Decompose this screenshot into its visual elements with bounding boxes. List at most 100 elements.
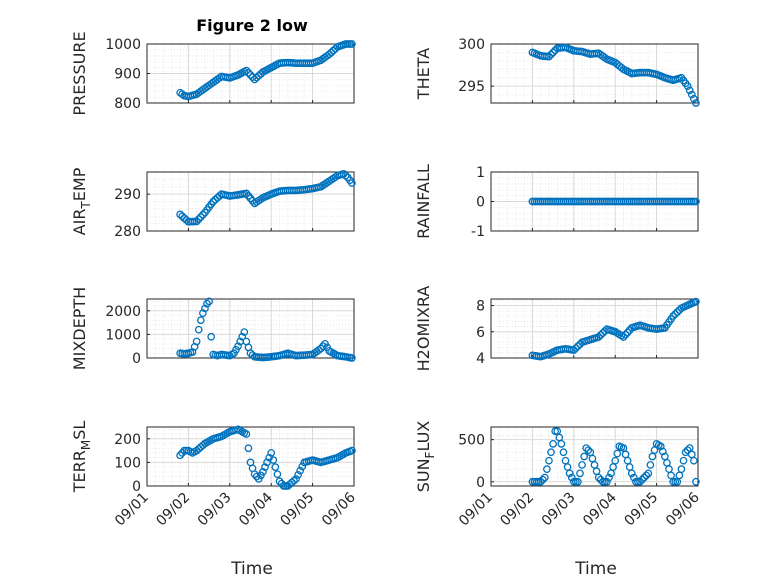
data-point — [296, 466, 305, 475]
y-tick-label: 200 — [114, 432, 141, 448]
y-tick-label: 0 — [132, 479, 141, 495]
subplot-8: 09/01 09/02 09/03 09/04 09/05 09/06 0 500 SUNFLU… — [414, 421, 703, 530]
data-point — [242, 66, 251, 75]
data-point — [594, 333, 603, 341]
axes-box — [146, 426, 355, 487]
subplot-5: 0 1000 2000 MIXDEPTH — [70, 287, 356, 370]
data-point — [679, 456, 688, 465]
data-point — [574, 477, 582, 486]
data-point — [692, 99, 700, 107]
y-tick-label: 0 — [476, 195, 485, 211]
y-axis-label: SUNFLUX — [414, 421, 437, 493]
y-axis-label: MIXDEPTH — [70, 287, 89, 370]
figure-title: Figure 2 low — [196, 16, 308, 35]
y-axis-label: TERRMSL — [70, 421, 93, 494]
data-point — [687, 90, 696, 99]
data-point — [261, 463, 269, 471]
y-tick-label: 1 — [476, 165, 485, 181]
data-point — [196, 213, 205, 221]
plot-area — [147, 299, 354, 358]
y-axis-label: RAINFALL — [414, 164, 433, 239]
data-point — [341, 171, 350, 180]
y-tick-label: 280 — [114, 224, 141, 240]
data-point — [611, 456, 620, 465]
data-point — [259, 467, 267, 476]
data-point — [199, 309, 207, 318]
data-point — [669, 312, 678, 320]
y-tick-label: 0 — [132, 351, 141, 367]
y-tick-label: 295 — [458, 79, 485, 95]
data-point — [572, 344, 580, 353]
data-point — [557, 440, 566, 448]
plot-area — [491, 44, 698, 103]
data-point — [252, 472, 261, 481]
data-point — [540, 473, 549, 482]
data-point — [545, 456, 553, 465]
y-tick-label: 4 — [476, 351, 485, 367]
y-tick-label: 8 — [476, 299, 485, 315]
data-point — [644, 469, 653, 478]
y-tick-label: 290 — [114, 187, 141, 203]
x-tick-label: 09/03 — [195, 490, 235, 530]
data-point — [246, 71, 255, 79]
data-point — [536, 477, 545, 486]
x-tick-label: 09/03 — [539, 490, 579, 530]
data-point — [578, 461, 586, 469]
data-point — [201, 304, 209, 313]
x-tick-label: 09/06 — [319, 489, 359, 529]
data-point — [238, 332, 247, 341]
data-point — [576, 469, 584, 478]
axes-box — [146, 171, 355, 232]
x-axis-label-right: Time — [574, 559, 617, 579]
data-point — [543, 465, 551, 473]
y-tick-label: 300 — [458, 37, 485, 53]
data-point — [234, 342, 242, 351]
data-point — [314, 346, 323, 354]
data-point — [636, 477, 644, 486]
data-point — [207, 332, 216, 341]
y-tick-label: 6 — [476, 325, 485, 341]
data-point — [538, 475, 547, 484]
y-tick-label: 500 — [458, 433, 485, 449]
data-point — [267, 449, 276, 457]
data-point — [176, 451, 184, 460]
subplot-6: 4 6 8 H2OMIXRA — [414, 286, 700, 371]
data-point — [627, 469, 636, 478]
data-point — [584, 446, 593, 455]
axes-box — [490, 426, 699, 487]
data-point — [692, 297, 700, 306]
data-point — [605, 473, 613, 482]
data-point — [205, 297, 213, 306]
plot-area — [147, 427, 354, 486]
data-point — [269, 456, 278, 464]
data-point — [613, 449, 622, 458]
y-axis-label: PRESSURE — [70, 31, 89, 115]
data-point — [275, 477, 284, 486]
data-point — [194, 325, 203, 334]
subplot-7: 09/01 09/02 09/03 09/04 09/05 09/06 0 100 200 TER… — [70, 421, 359, 530]
data-point — [642, 471, 651, 480]
data-point — [203, 299, 211, 308]
data-point — [348, 446, 356, 455]
data-point — [623, 328, 632, 337]
y-axis-label: THETA — [414, 48, 433, 100]
data-point — [294, 470, 302, 479]
x-tick-label: 09/05 — [622, 490, 662, 530]
data-point — [545, 52, 553, 61]
data-point — [621, 330, 630, 339]
data-point — [551, 46, 560, 55]
y-tick-label: 800 — [114, 96, 141, 112]
x-tick-label: 09/02 — [153, 490, 193, 530]
x-tick-label: 09/01 — [112, 490, 152, 530]
subplot-3: 280 290 AIRTEMP — [70, 167, 356, 240]
y-tick-label: 100 — [114, 455, 141, 471]
data-point — [240, 328, 249, 336]
data-point — [547, 50, 555, 59]
data-point — [692, 197, 700, 206]
data-point — [348, 40, 356, 48]
data-point — [596, 331, 605, 339]
subplot-2: 295 300 THETA — [414, 37, 700, 107]
subplot-1: 800 900 1000 PRESSURE — [70, 31, 356, 116]
data-point — [194, 215, 203, 224]
